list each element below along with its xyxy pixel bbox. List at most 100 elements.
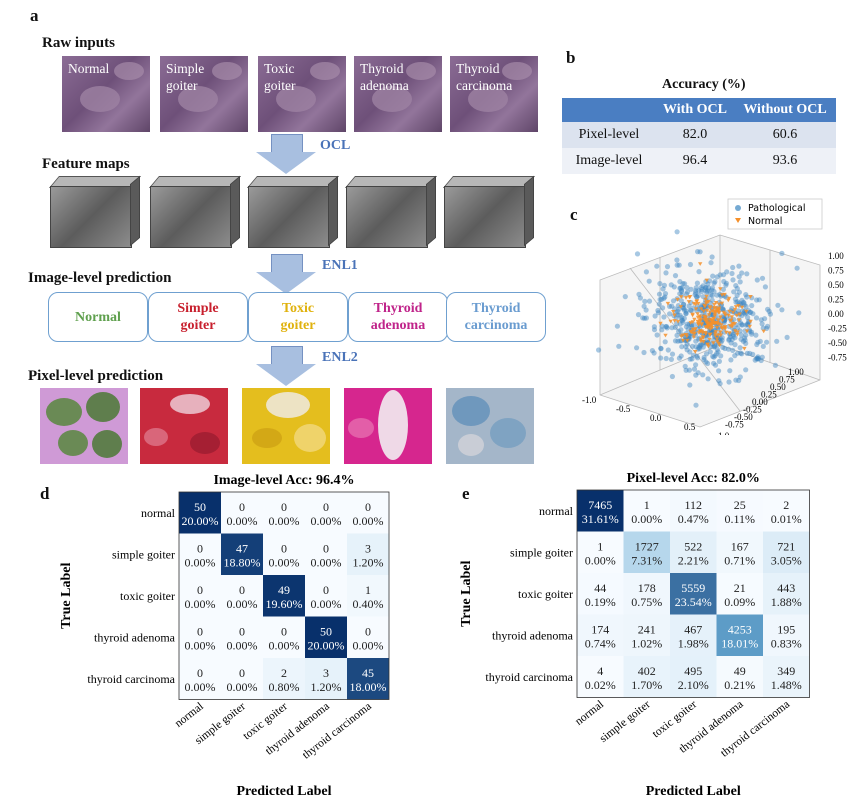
cell-percent: 0.19%	[585, 595, 616, 609]
pathological-point	[755, 339, 761, 345]
pathological-point	[695, 292, 701, 299]
raw-input-label: Normal	[68, 61, 110, 76]
pathological-point	[711, 344, 717, 350]
pathological-point	[753, 315, 760, 321]
raw-input-label: Toxic	[264, 61, 295, 76]
pathological-point	[753, 332, 759, 338]
pathological-point	[733, 283, 739, 289]
pathological-point	[683, 308, 689, 314]
raw-input-tile: Thyroid carcinoma	[450, 56, 538, 132]
cell-percent: 1.20%	[311, 680, 342, 694]
pathological-point	[643, 269, 649, 275]
normal-point	[761, 329, 766, 334]
pathological-point	[774, 338, 780, 344]
table-header: With OCL	[656, 98, 734, 122]
row-label: thyroid adenoma	[492, 628, 574, 642]
pathological-point	[596, 347, 602, 353]
raw-input-label: goiter	[264, 78, 296, 93]
legend-marker-pathological	[735, 205, 741, 211]
pathological-point	[683, 367, 689, 373]
pathological-point	[712, 279, 718, 285]
enl2-label: ENL2	[322, 350, 358, 365]
pathological-point	[683, 311, 689, 317]
cell-count: 0	[239, 500, 245, 514]
pathological-point	[683, 291, 690, 297]
pathological-point	[716, 378, 722, 384]
x-axis-label: Predicted Label	[236, 784, 331, 799]
panel-letter-d: d	[40, 484, 50, 503]
pathological-point	[732, 296, 738, 302]
pathological-point	[651, 324, 657, 330]
pathological-point	[735, 299, 741, 305]
pathological-point	[756, 297, 762, 303]
cell-count: 7465	[588, 498, 612, 512]
pathological-point	[711, 354, 717, 360]
pathological-point	[671, 284, 677, 290]
normal-point	[748, 319, 753, 324]
normal-point	[703, 319, 708, 324]
matrix-cell	[763, 614, 810, 656]
normal-point	[685, 338, 690, 343]
pathological-point	[678, 298, 684, 304]
cell-count: 0	[239, 583, 245, 597]
scatter-points	[596, 229, 802, 408]
normal-point	[711, 317, 716, 321]
cell-count: 1727	[635, 539, 659, 553]
pathological-point	[759, 321, 765, 327]
pathological-point	[679, 344, 685, 350]
pathological-point	[708, 260, 714, 266]
matrix-cell	[305, 492, 347, 534]
matrix-cell	[670, 531, 717, 573]
pathological-point	[646, 278, 652, 284]
normal-point	[704, 301, 709, 306]
pathological-point	[710, 353, 716, 359]
cell-count: 4	[597, 664, 603, 678]
pathological-point	[698, 342, 704, 348]
pathological-point	[732, 353, 738, 359]
pathological-point	[689, 343, 695, 349]
pathological-point	[662, 294, 668, 300]
prediction-box: Thyroid carcinoma	[446, 292, 546, 342]
pathological-point	[663, 324, 669, 330]
x-tick-label: -0.5	[616, 404, 631, 414]
row-label: simple goiter	[112, 547, 175, 561]
table-cell: 60.6	[734, 122, 836, 148]
row-label: normal	[141, 506, 176, 520]
pathological-point	[683, 310, 689, 316]
normal-point	[704, 294, 709, 299]
cell-count: 1	[597, 539, 603, 553]
pathological-point	[661, 282, 667, 288]
cell-percent: 0.00%	[269, 514, 300, 528]
pathological-point	[661, 314, 667, 320]
normal-point	[721, 310, 726, 315]
normal-point	[718, 287, 723, 291]
normal-point	[707, 317, 713, 322]
cell-count: 3	[365, 541, 371, 555]
pathological-point	[731, 289, 737, 295]
normal-point	[716, 341, 721, 346]
pathological-point	[760, 343, 766, 349]
pathological-point	[657, 281, 663, 287]
prediction-label: Thyroid	[471, 301, 521, 316]
pathological-point	[766, 308, 772, 314]
cell-percent: 0.00%	[185, 555, 216, 569]
pathological-point	[742, 337, 748, 343]
pathological-point	[696, 344, 702, 351]
pathological-point	[722, 345, 728, 352]
pathological-point	[700, 372, 706, 378]
pathological-point	[744, 271, 750, 277]
pathological-point	[705, 360, 711, 367]
pathological-point	[634, 251, 641, 257]
pathological-point	[739, 297, 745, 303]
pathological-point	[688, 333, 694, 339]
cell-count: 0	[197, 541, 203, 555]
prediction-label: adenoma	[370, 318, 426, 333]
pathological-point	[640, 315, 646, 321]
cell-count: 2	[281, 666, 287, 680]
normal-point	[739, 305, 745, 310]
normal-point	[716, 310, 721, 315]
cell-percent: 0.00%	[227, 680, 258, 694]
matrix-cell	[577, 614, 624, 656]
matrix-cell	[347, 533, 389, 575]
pathological-point	[737, 279, 743, 285]
